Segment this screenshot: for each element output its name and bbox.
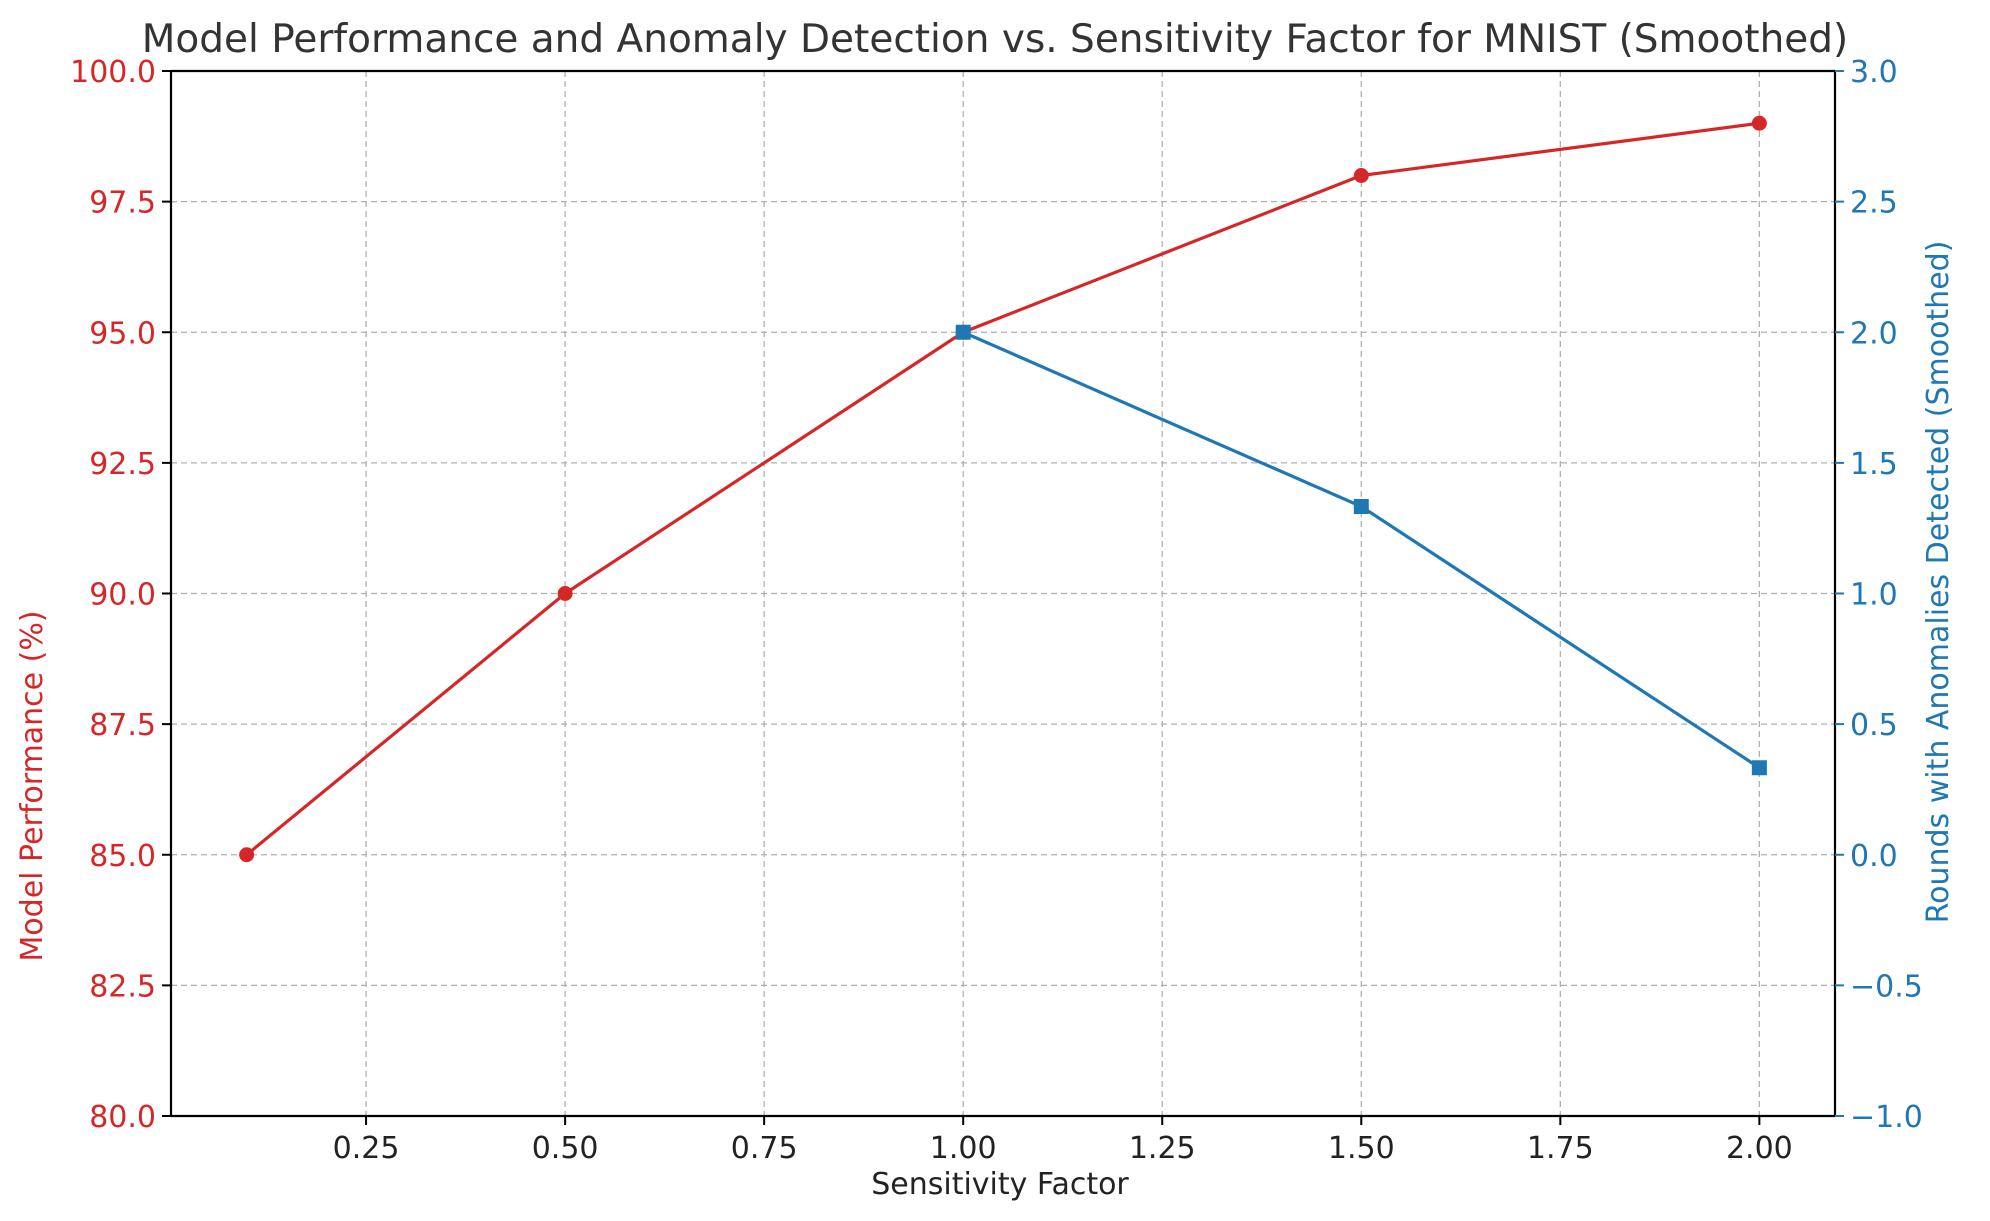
y-left-tick-label: 80.0 (89, 1100, 156, 1135)
x-tick-label: 0.75 (731, 1131, 798, 1166)
y-axis-left-label: Model Performance (%) (15, 610, 50, 961)
x-tick-label: 2.00 (1726, 1131, 1793, 1166)
grid-layer (171, 70, 1835, 1117)
chart-title: Model Performance and Anomaly Detection … (142, 17, 1849, 62)
y-right-tick-label: −1.0 (1850, 1100, 1923, 1135)
y-left-tick-label: 95.0 (89, 316, 156, 351)
x-tick-label: 0.25 (333, 1131, 400, 1166)
series-1-point (1751, 115, 1767, 131)
y-right-tick-label: 3.0 (1850, 55, 1898, 90)
series-1-line (245, 121, 1761, 857)
y-right-tick-label: −0.5 (1850, 969, 1923, 1004)
x-tick-label: 1.50 (1328, 1131, 1395, 1166)
series-1-point (1353, 168, 1369, 183)
x-tick-label: 1.75 (1527, 1131, 1594, 1166)
y-right-tick-label: 1.5 (1850, 447, 1898, 482)
y-right-tick-label: 2.0 (1850, 316, 1898, 351)
y-right-tick-label: 1.0 (1850, 578, 1898, 613)
y-right-tick-label: 0.0 (1850, 839, 1898, 874)
y-left-tick-label: 92.5 (89, 447, 156, 482)
y-left-tick-label: 100.0 (70, 55, 156, 90)
axes-layer (169, 69, 1837, 1118)
y-axis-right-label: Rounds with Anomalies Detected (Smoothed… (1921, 241, 1956, 924)
x-tick-label: 1.25 (1129, 1131, 1196, 1166)
series-1-point (239, 847, 255, 863)
x-tick-label: 0.50 (532, 1131, 599, 1166)
series-2-point (955, 324, 971, 340)
series-1-point (557, 586, 573, 601)
y-left-tick-label: 82.5 (89, 969, 156, 1004)
y-left-tick-label: 87.5 (89, 708, 156, 743)
x-axis-label: Sensitivity Factor (871, 1167, 1129, 1202)
y-left-tick-label: 90.0 (89, 578, 156, 613)
series-2-point (1353, 499, 1369, 515)
y-right-tick-label: 2.5 (1850, 186, 1898, 221)
y-left-tick-label: 97.5 (89, 186, 156, 221)
ticks-layer: 0.25 0.50 0.75 1.00 1.25 1.50 1.75 2.00 80.0 82.5… (70, 55, 1923, 1166)
x-tick-label: 1.00 (930, 1131, 997, 1166)
series-2-point (1751, 760, 1767, 776)
y-left-tick-label: 85.0 (89, 839, 156, 874)
series-layer (239, 115, 1767, 863)
y-right-tick-label: 0.5 (1850, 708, 1898, 743)
